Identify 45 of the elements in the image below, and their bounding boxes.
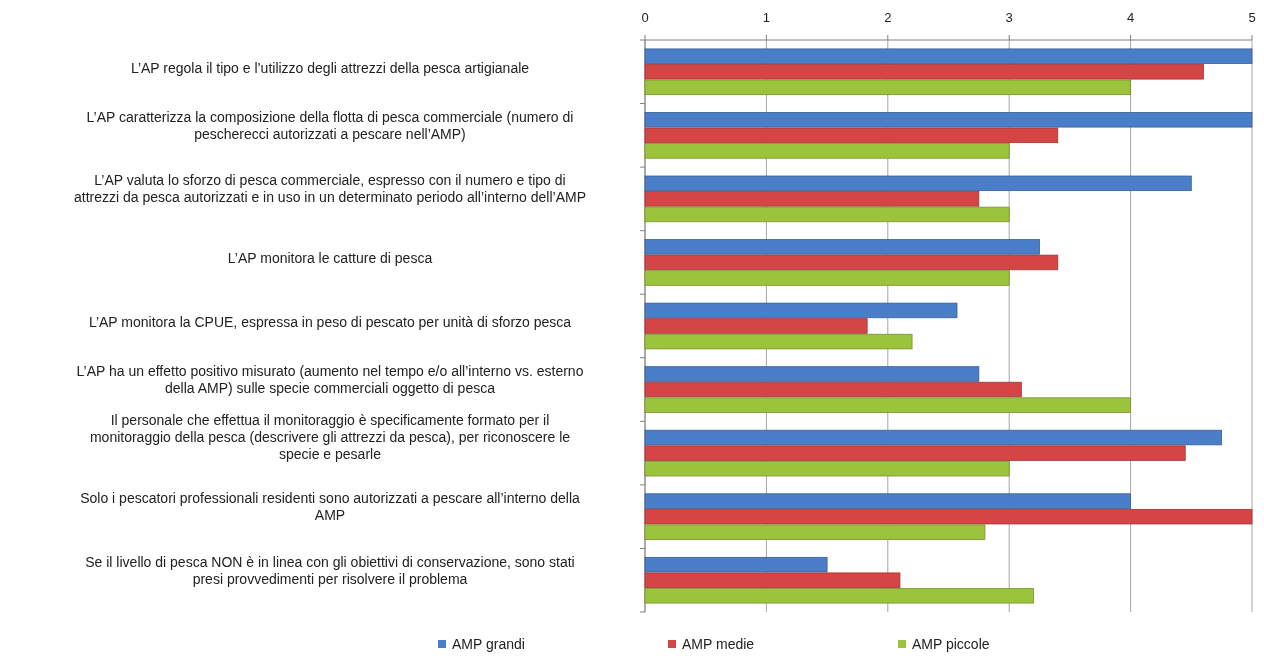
y-tick-label: L’AP caratterizza la composizione della flotta di pesca commerciale (numero di pescherecci autorizzati a pescare nell’AMP) [86, 108, 574, 142]
bar [644, 397, 1131, 413]
bar [644, 572, 901, 588]
x-tick-label: 0 [641, 10, 649, 25]
x-tick-label: 4 [1126, 10, 1135, 25]
bar [644, 429, 1223, 446]
bar [644, 206, 1010, 223]
y-tick-label: L’AP monitora le catture di pesca [227, 250, 433, 267]
bar [644, 270, 1010, 286]
y-tick-label: Se il livello di pesca NON è in linea con gli obiettivi di conservazione, sono stati presi provvedimenti per risolvere il problema [85, 553, 575, 587]
legend-label: AMP piccole [912, 636, 990, 652]
bar [644, 64, 1204, 80]
legend-label: AMP grandi [452, 636, 525, 652]
legend-label: AMP medie [682, 636, 755, 652]
bar [644, 318, 868, 334]
bar [644, 175, 1192, 192]
y-tick-label: L’AP monitora la CPUE, espressa in peso di pescato per unità di sforzo pesca [88, 314, 572, 330]
x-tick-label: 3 [1005, 10, 1013, 25]
bar [644, 381, 1022, 398]
bar [644, 127, 1059, 144]
bar [644, 556, 828, 573]
bar [644, 493, 1131, 509]
x-tick-label: 1 [762, 10, 771, 25]
bar [644, 143, 1010, 159]
bar [644, 366, 980, 382]
y-tick-label: L’AP ha un effetto positivo misurato (aumento nel tempo e/o all’interno vs. esterno della AMP) sulle specie commerciali oggetto di pesca [76, 363, 584, 397]
y-tick-label: L’AP valuta lo sforzo di pesca commerciale, espresso con il numero e tipo di attrezzi da pesca autorizzati e in uso in un determinato periodo all’interno dell’AMP [73, 172, 587, 206]
bar [644, 79, 1131, 96]
bar [644, 333, 913, 350]
bar [644, 191, 980, 207]
bar [644, 239, 1040, 255]
bar [644, 254, 1059, 271]
x-tick-label: 2 [884, 10, 892, 25]
y-tick-label: Solo i pescatori professionali residenti sono autorizzati a pescare all’interno della AMP [80, 490, 581, 524]
bar [644, 460, 1010, 477]
y-tick-label: L’AP regola il tipo e l’utilizzo degli attrezzi della pesca artigianale [130, 59, 530, 76]
bar [644, 588, 1034, 604]
bar [644, 524, 986, 540]
x-tick-label: 5 [1248, 10, 1256, 25]
y-tick-label: Il personale che effettua il monitoraggio è specificamente formato per il monitoraggio della pesca (descrivere gli attrezzi da pesca), per riconoscere le specie e pesarle [89, 412, 571, 463]
bar [644, 508, 1253, 525]
bar [644, 445, 1186, 461]
bar [644, 48, 1253, 64]
bar [644, 302, 958, 319]
bar [644, 112, 1253, 128]
